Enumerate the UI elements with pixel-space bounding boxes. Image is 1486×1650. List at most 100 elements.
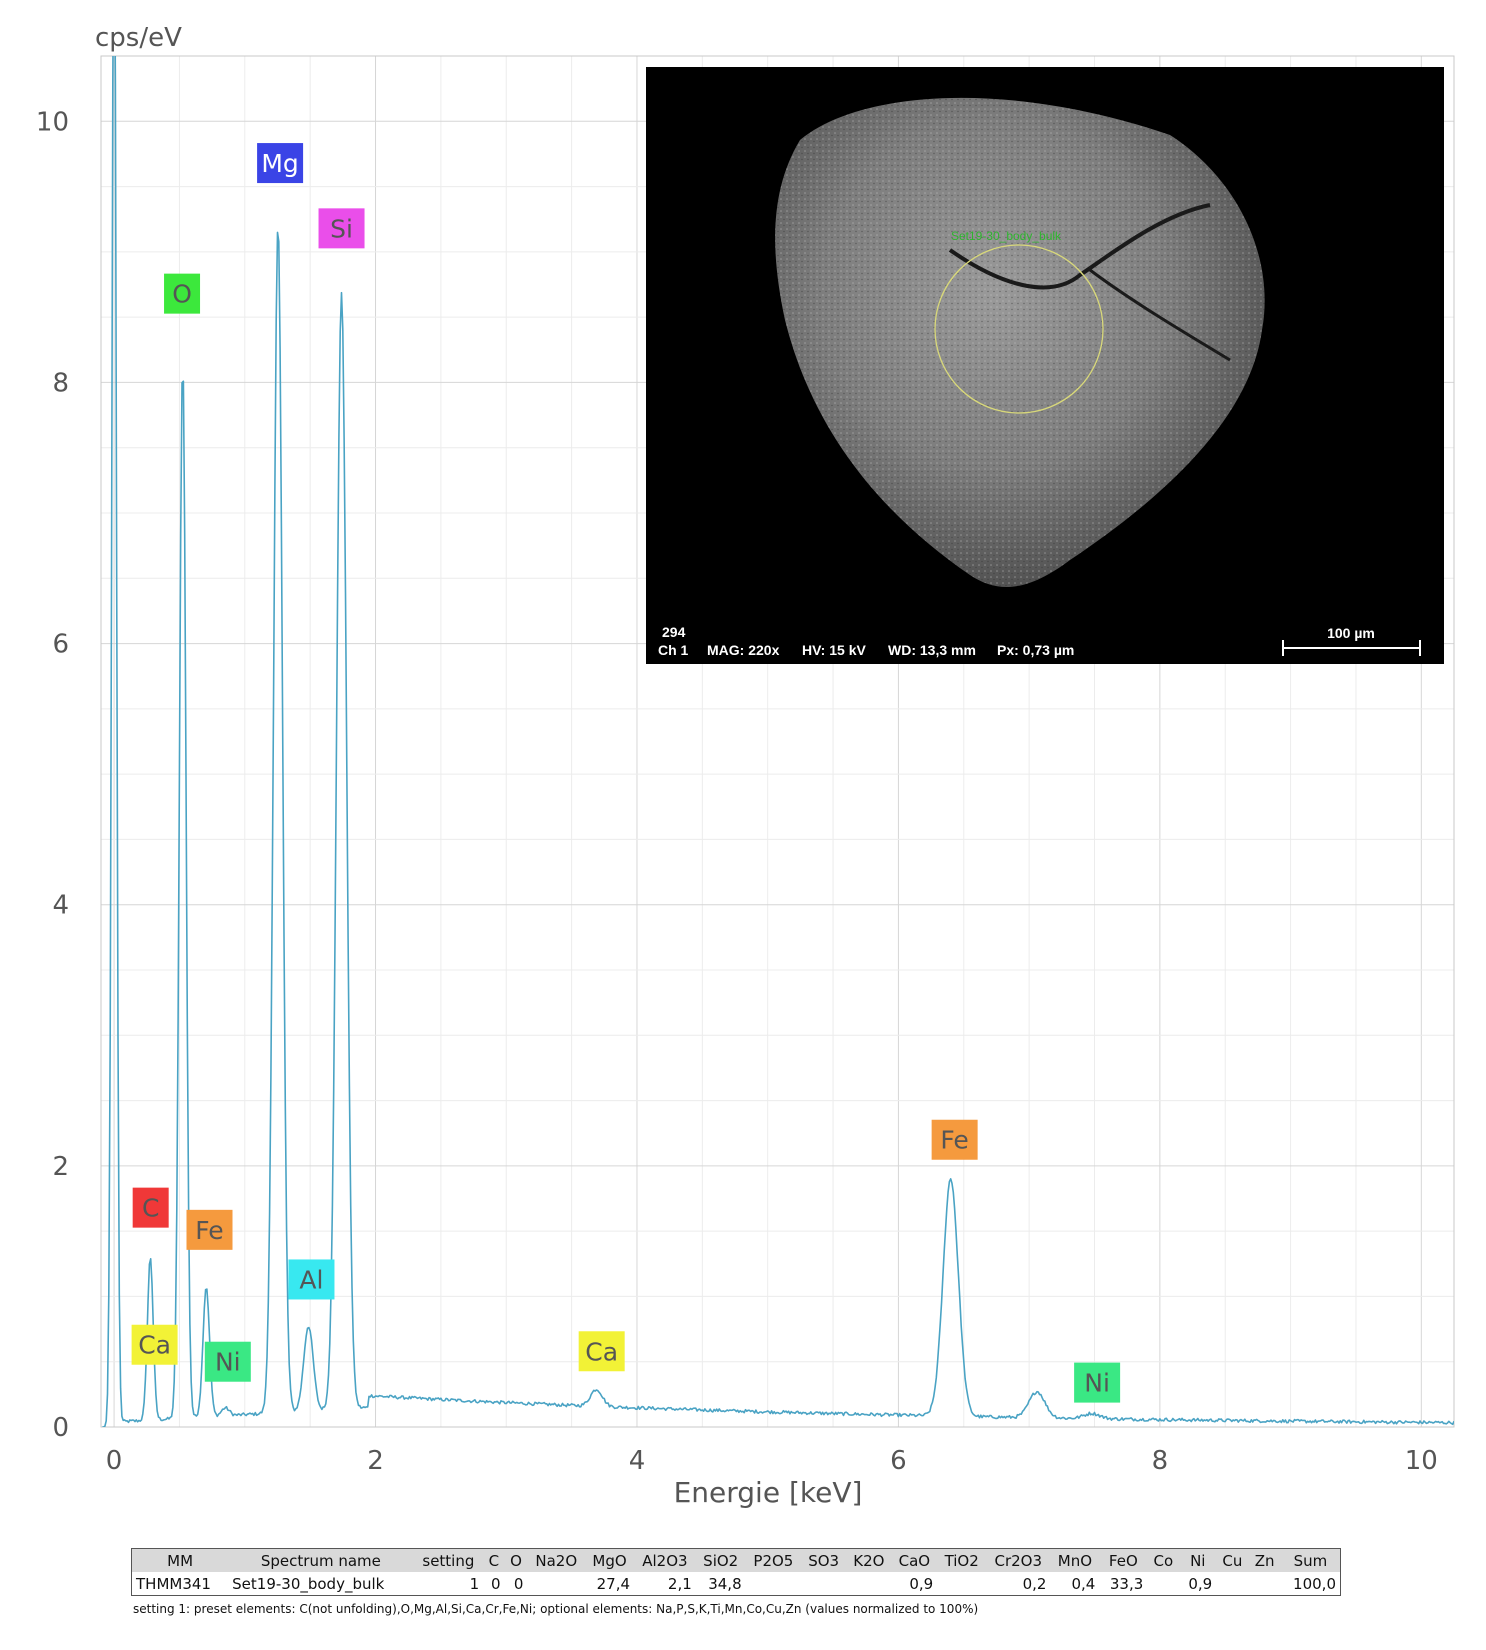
table-cell: 1 [469, 1574, 480, 1593]
peak-label: Ca [131, 1324, 178, 1365]
table-header-cell: Sum [1293, 1551, 1328, 1570]
sem-region-label: Set19-30_body_bulk [951, 229, 1062, 243]
sem-working-distance: WD: 13,3 mm [888, 642, 976, 658]
peak-label-text: Ni [1084, 1369, 1110, 1398]
table-header-cell: P2O5 [753, 1551, 794, 1570]
peak-label-box [1074, 1362, 1121, 1403]
sem-crack-line-2 [1089, 268, 1231, 362]
sem-pixel-size: Px: 0,73 µm [997, 642, 1074, 658]
table-header-cell: FeO [1108, 1551, 1138, 1570]
table-cell [746, 1572, 802, 1596]
peak-label-box [318, 208, 365, 249]
table-cell: 34,8 [708, 1574, 742, 1593]
x-tick-label: 8 [1152, 1446, 1169, 1476]
peak-label-text: Fe [195, 1216, 223, 1245]
table-header-cell: Ni [1190, 1551, 1206, 1570]
peak-label-text: Ca [585, 1337, 618, 1366]
table-cell [1147, 1572, 1179, 1596]
sem-scale-bar [1282, 640, 1421, 656]
y-tick-label: 6 [52, 630, 69, 660]
table-cell: 0,9 [1188, 1574, 1213, 1593]
peak-label-text: O [172, 280, 192, 309]
spectrum-line [102, 56, 1454, 1427]
peak-label-box [257, 143, 304, 184]
peak-labels: C O Mg Si Fe Al Ca Ni Ca Fe Ni [131, 143, 1121, 1403]
x-tick-label: 0 [106, 1446, 123, 1476]
table-header-cell: O [510, 1551, 522, 1570]
table-header-cell: TiO2 [944, 1551, 979, 1570]
table-header-cell: MgO [592, 1551, 627, 1570]
peak-label-text: Si [330, 214, 353, 243]
table-header-cell: MnO [1057, 1551, 1093, 1570]
table-row: THMM341 Set19-30_body_bulk 1 0 0 27,4 2,1 34,8 0… [132, 1572, 1341, 1596]
sem-analysis-region [934, 244, 1104, 414]
table-header-cell: SO3 [808, 1551, 840, 1570]
peak-label: Mg [257, 143, 304, 184]
peak-label: C [132, 1187, 169, 1228]
table-cell: THMM341 [136, 1574, 211, 1593]
peak-label: Ca [578, 1331, 625, 1372]
peak-label: Fe [931, 1119, 978, 1160]
table-cell [937, 1572, 986, 1596]
peak-label-box [931, 1119, 978, 1160]
table-cell: 100,0 [1293, 1574, 1336, 1593]
table-header-cell: Al2O3 [642, 1551, 688, 1570]
table-header-cell: Zn [1254, 1551, 1275, 1570]
sem-sample-number: 294 [662, 624, 686, 640]
y-tick-label: 4 [52, 891, 69, 921]
table-header-cell: K2O [853, 1551, 885, 1570]
table-cell: 0,9 [909, 1574, 934, 1593]
y-tick-label: 0 [52, 1413, 69, 1443]
table-header-cell: C [488, 1551, 500, 1570]
peak-label: Fe [186, 1209, 233, 1250]
sem-magnification: MAG: 220x [707, 642, 780, 658]
table-cell: 0 [490, 1574, 501, 1593]
table-cell [1216, 1572, 1248, 1596]
table-header-cell: MM [167, 1551, 194, 1570]
sem-high-voltage: HV: 15 kV [802, 642, 866, 658]
table-header-cell: Cr2O3 [994, 1551, 1043, 1570]
peak-label-text: C [142, 1194, 159, 1223]
table-header-cell: Co [1153, 1551, 1174, 1570]
y-axis-label: cps/eV [95, 23, 182, 53]
sem-channel: Ch 1 [658, 642, 689, 658]
peak-label: O [164, 273, 201, 314]
table-cell [846, 1572, 891, 1596]
sem-micrograph-inset: Set19-30_body_bulk 294 Ch 1 MAG: 220x HV… [646, 67, 1444, 664]
peak-label-text: Mg [261, 149, 298, 178]
peak-label-box [578, 1331, 625, 1372]
sem-grain-texture [775, 97, 1265, 587]
table-cell [801, 1572, 846, 1596]
peak-label-text: Ca [138, 1331, 171, 1360]
table-cell: 0 [513, 1574, 524, 1593]
x-axis-label: Energie [keV] [674, 1476, 863, 1509]
results-table-container: MM Spectrum name setting C O Na2O MgO Al2O3 SiO2… [131, 1548, 1341, 1596]
y-tick-label: 8 [52, 368, 69, 398]
peak-label-box [164, 273, 201, 314]
table-header-cell: CaO [898, 1551, 931, 1570]
x-tick-label: 2 [367, 1446, 384, 1476]
table-cell: 0,2 [1022, 1574, 1047, 1593]
peak-label-box [186, 1209, 233, 1250]
table-cell: 0,4 [1071, 1574, 1096, 1593]
results-table: MM Spectrum name setting C O Na2O MgO Al2O3 SiO2… [131, 1548, 1341, 1596]
table-header-cell: Spectrum name [260, 1551, 381, 1570]
table-cell: 2,1 [667, 1574, 692, 1593]
sem-crack-line [948, 203, 1211, 290]
peak-label: Si [318, 208, 365, 249]
table-footnote: setting 1: preset elements: C(not unfold… [133, 1602, 979, 1616]
table-header-cell: SiO2 [703, 1551, 739, 1570]
peak-label-box [204, 1341, 251, 1382]
peak-label: Ni [1074, 1362, 1121, 1403]
x-tick-label: 4 [629, 1446, 646, 1476]
spectrum-series [102, 56, 1454, 1427]
y-tick-label: 10 [36, 107, 69, 137]
table-cell: 27,4 [596, 1574, 631, 1593]
x-tick-label: 6 [890, 1446, 907, 1476]
table-header-cell: setting [422, 1551, 475, 1570]
results-table-body: THMM341 Set19-30_body_bulk 1 0 0 27,4 2,1 34,8 0… [132, 1572, 1341, 1596]
y-tick-label: 2 [52, 1152, 69, 1182]
peak-label-text: Fe [940, 1126, 968, 1155]
table-cell: 33,3 [1109, 1574, 1144, 1593]
peak-label-text: Al [299, 1265, 323, 1294]
